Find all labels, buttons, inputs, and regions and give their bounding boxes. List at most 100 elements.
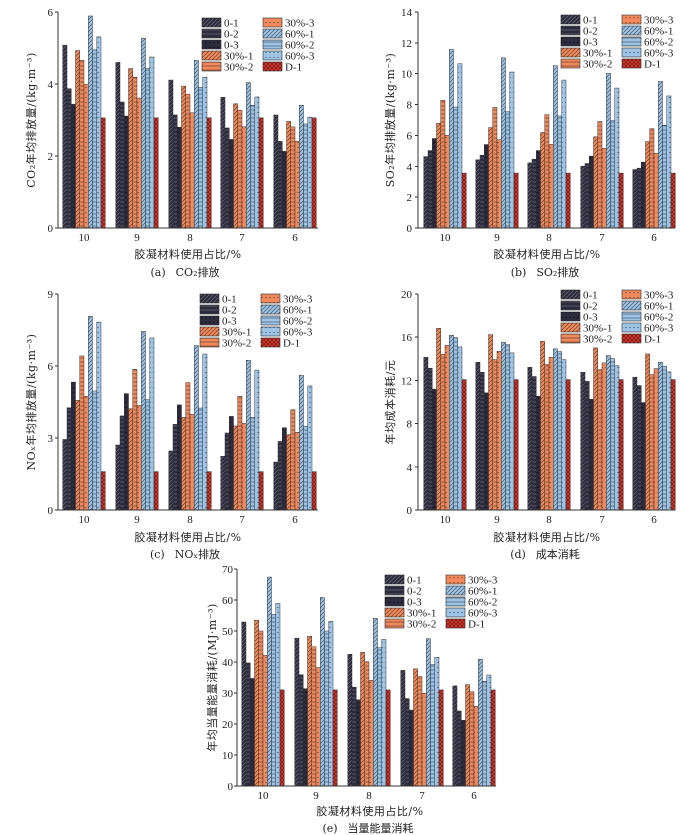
legend-swatch [384, 607, 405, 618]
legend-swatch [199, 304, 220, 315]
legend-item: D-1 [260, 338, 300, 350]
y-tick-label: 2 [48, 151, 54, 163]
legend-label: 30%-3 [644, 290, 674, 302]
bar [482, 680, 487, 787]
bar [294, 141, 300, 229]
bar [185, 382, 191, 511]
legend-swatch [260, 326, 281, 337]
legend-swatch [445, 607, 466, 618]
legend-item: D-1 [445, 619, 485, 631]
y-tick-label: 4 [48, 79, 54, 91]
bar [601, 362, 607, 511]
bar [311, 471, 317, 511]
bar [241, 126, 247, 229]
y-tick-label: 14 [401, 7, 413, 19]
legend-item: 30%-3 [262, 18, 315, 30]
legend-label: 60%-3 [644, 48, 674, 60]
y-tick-label: 70 [222, 564, 234, 576]
bar [75, 50, 80, 229]
bar [653, 368, 659, 511]
legend-item: 0-2 [201, 29, 239, 41]
y-tick-label: 16 [401, 332, 413, 344]
y-tick-label: 20 [401, 289, 413, 301]
legend-swatch [560, 25, 581, 36]
x-tick-label: 7 [599, 514, 605, 526]
legend-swatch [621, 47, 642, 58]
legend-item: 30%-1 [384, 607, 436, 620]
bar [241, 621, 247, 787]
legend-item: 0-1 [560, 15, 598, 27]
bar [347, 654, 353, 787]
legend-item: 0-3 [201, 40, 239, 52]
bar [92, 49, 97, 229]
bar [473, 706, 479, 787]
bar [641, 161, 646, 229]
legend-label: D-1 [644, 59, 661, 71]
bar [540, 341, 545, 511]
bar [484, 392, 489, 511]
legend-label: 60%-1 [644, 26, 673, 38]
legend-label: 30%-2 [583, 334, 612, 346]
x-tick-label: 8 [546, 232, 552, 244]
legend-swatch [199, 326, 220, 337]
y-axis-label: NOₓ年均排放量/(kg·m⁻³) [24, 334, 38, 471]
bar [119, 415, 125, 511]
bar [282, 427, 287, 511]
bar [181, 85, 186, 229]
bar [79, 355, 85, 511]
legend-label: 30%-1 [583, 323, 612, 335]
bar [430, 664, 435, 787]
legend-label: 0-1 [224, 18, 239, 30]
legend-label: 60%-1 [644, 301, 673, 313]
legend-label: 0-3 [222, 316, 237, 328]
bar [246, 360, 251, 511]
legend-swatch [560, 289, 581, 300]
legend-swatch [201, 17, 222, 28]
bar [128, 68, 133, 229]
legend-item: 30%-2 [384, 618, 436, 631]
legend-item: 30%-3 [260, 294, 313, 306]
bar [488, 334, 493, 511]
bar [440, 100, 446, 229]
bar [168, 450, 174, 511]
bar [198, 407, 203, 511]
bar [250, 417, 255, 511]
bar [649, 374, 655, 511]
bar [645, 141, 650, 229]
bar [670, 379, 676, 511]
bar [141, 331, 146, 511]
bar [670, 172, 676, 229]
legend-swatch [384, 618, 405, 629]
bar [202, 353, 208, 511]
bar [649, 128, 655, 229]
legend-label: 30%-2 [583, 59, 612, 71]
bar [294, 637, 300, 787]
x-tick-label: 9 [134, 514, 140, 526]
legend-item: D-1 [262, 62, 302, 74]
x-tick-label: 10 [440, 232, 452, 244]
y-tick-label: 6 [48, 7, 54, 19]
bar [373, 618, 378, 787]
bar [224, 432, 230, 511]
bar [277, 141, 283, 229]
caption-title: CO₂排放 [176, 265, 220, 279]
bar [589, 155, 594, 229]
y-tick-label: 12 [401, 38, 412, 50]
bar [548, 357, 554, 511]
x-tick-label: 7 [599, 232, 605, 244]
bar [96, 321, 102, 511]
bar [307, 116, 313, 229]
bar [267, 576, 272, 787]
bar [315, 667, 321, 787]
bar [246, 82, 251, 229]
legend-label: 0-3 [583, 312, 598, 324]
chart-caption: (c) NOₓ排放 [150, 547, 220, 561]
caption-panel-label: (a) [150, 266, 165, 279]
legend-item: 60%-3 [621, 47, 674, 60]
bar [360, 652, 365, 787]
x-tick-label: 6 [651, 232, 657, 244]
legend-label: 30%-3 [644, 15, 674, 27]
bar [548, 143, 554, 229]
bar [254, 619, 259, 787]
